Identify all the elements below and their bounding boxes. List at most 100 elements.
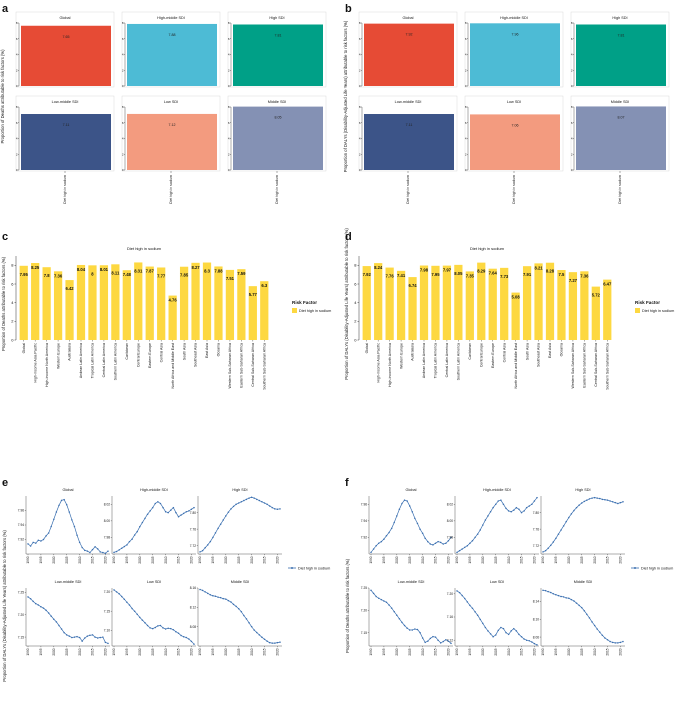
bar-value-label: 8.28 [546, 269, 555, 274]
data-point [151, 627, 154, 630]
x-tick-label: 2020 [619, 648, 623, 655]
data-point [154, 626, 157, 629]
data-point [60, 628, 63, 630]
data-point [258, 499, 261, 502]
bar-value-label: 5.77 [249, 292, 258, 297]
x-tick-label: 1990 [26, 556, 30, 563]
x-tick-label: 2010 [421, 648, 425, 655]
data-point [461, 548, 463, 550]
data-point [580, 502, 583, 504]
x-tick-label: 1995 [125, 648, 129, 655]
x-tick-label: 2005 [580, 648, 584, 655]
data-point [555, 593, 557, 596]
data-point [461, 594, 463, 597]
data-point [29, 545, 32, 547]
data-point [502, 503, 505, 506]
bar-value-label: 7.51 [226, 276, 235, 281]
facet-title: Middle SDI [611, 100, 630, 104]
data-point [271, 642, 274, 644]
data-point [94, 546, 96, 548]
x-tick-label: 2015 [606, 556, 610, 563]
bar-value-label: 7.81 [275, 33, 282, 37]
data-point [157, 501, 159, 503]
bar-southern-sub-saharan-africa [260, 281, 269, 340]
y-axis-title: Proportion of Deaths attributable to ris… [345, 558, 350, 653]
x-tick-label: High-income Asia Pacific [376, 343, 380, 383]
y-tick-label: 7.20 [18, 613, 24, 617]
bar-southeast-asia [534, 263, 543, 340]
y-tick-label: 7.98 [447, 536, 453, 540]
y-tick-label: 4 [359, 137, 361, 141]
bar-caribbean [122, 270, 131, 340]
bar-high-sdi [233, 24, 323, 86]
data-point [175, 511, 177, 514]
x-tick-label: 2020 [276, 648, 280, 655]
x-tick-label: 1995 [211, 648, 215, 655]
bar-western-europe [396, 270, 406, 340]
legend-marker [634, 567, 636, 569]
y-tick-label: 0 [465, 84, 467, 88]
data-point [235, 503, 237, 506]
x-tick-label: 2015 [520, 556, 524, 563]
x-tick-label: Andean Latin America [79, 343, 83, 378]
bar-central-sub-saharan-africa [591, 286, 600, 340]
data-point [190, 508, 193, 511]
x-tick-label: 2005 [408, 556, 412, 563]
data-point [40, 605, 42, 608]
y-tick-label: 8.00 [447, 519, 453, 523]
data-point [222, 519, 224, 521]
bar-value-label: 4.76 [169, 298, 178, 303]
x-tick-label: 1995 [39, 648, 43, 655]
bar-global [19, 265, 28, 340]
data-point [520, 511, 523, 514]
x-tick-label: Central Europe [479, 343, 483, 367]
data-point [439, 541, 442, 544]
legend-title: Risk Factor [635, 300, 660, 305]
bar-north-africa-and-middle-east [511, 292, 520, 340]
data-point [230, 601, 232, 603]
data-point [154, 502, 157, 505]
y-tick-label: 4 [122, 137, 124, 141]
data-point [542, 589, 544, 591]
data-point [531, 641, 533, 643]
bar-value-label: 7.41 [397, 273, 406, 278]
data-point [469, 604, 471, 607]
data-point [71, 636, 73, 639]
data-point [164, 510, 167, 513]
data-point [401, 621, 403, 624]
data-point [133, 534, 136, 536]
data-point [104, 552, 107, 555]
x-tick-label: 1990 [369, 556, 373, 563]
data-point [206, 544, 209, 546]
x-tick-label: 2010 [164, 556, 168, 563]
bar-tropical-latin-america [431, 265, 440, 340]
data-point [583, 610, 586, 612]
data-point [500, 499, 502, 501]
x-tick-label: 2010 [593, 648, 597, 655]
data-point [126, 601, 128, 604]
data-point [458, 591, 461, 594]
data-point [570, 513, 573, 515]
data-point [591, 621, 593, 623]
data-point [593, 624, 596, 627]
data-point [370, 551, 372, 554]
x-tick-label: 1990 [26, 648, 30, 655]
data-point [42, 607, 45, 609]
data-point [271, 506, 274, 509]
x-tick-label: 2015 [177, 648, 181, 655]
data-point [274, 508, 276, 510]
x-tick-label: 1995 [382, 556, 386, 563]
data-point [406, 500, 408, 502]
facet-title: Low SDI [490, 580, 504, 584]
x-tick-label: Diet high in sodium [618, 175, 622, 204]
x-tick-label: Central Europe [136, 343, 140, 367]
data-point [593, 496, 596, 499]
data-point [489, 510, 492, 513]
data-point [266, 503, 268, 506]
bar-high-sdi [576, 24, 666, 86]
bar-andean-latin-america [419, 265, 429, 340]
x-tick-label: 2000 [52, 556, 56, 563]
data-point [622, 501, 624, 503]
data-point [447, 539, 450, 542]
y-tick-label: 7.96 [18, 509, 24, 513]
